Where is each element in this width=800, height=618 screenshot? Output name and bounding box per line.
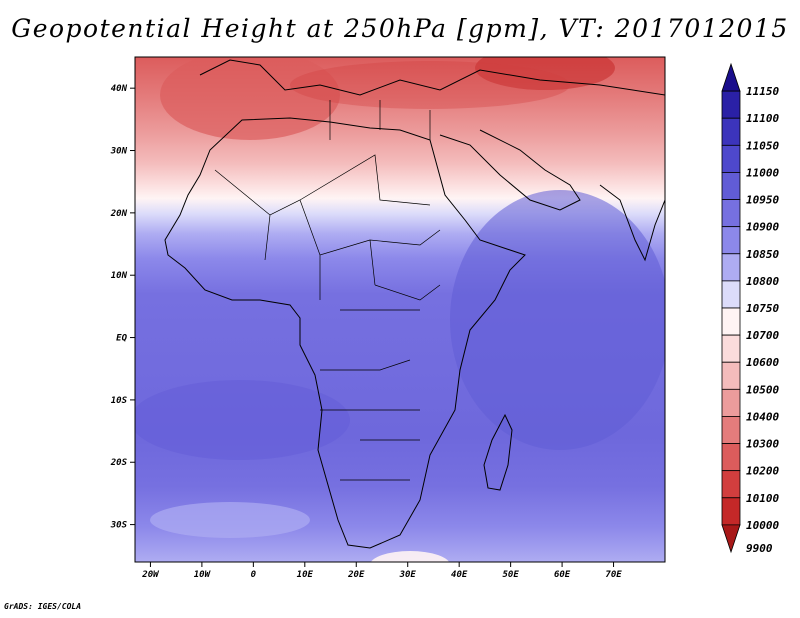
lon-tick-label: 20W bbox=[141, 570, 160, 580]
colorbar-label: 9900 bbox=[746, 542, 773, 555]
lon-tick-label: 50E bbox=[502, 570, 519, 580]
lon-tick-label: 10W bbox=[194, 570, 212, 580]
europe-coastline bbox=[199, 59, 665, 96]
colorbar-swatch bbox=[721, 144, 741, 173]
colorbar-label: 10800 bbox=[746, 275, 779, 288]
lon-tick-label: 70E bbox=[605, 570, 622, 580]
lat-tick-label: 20N bbox=[110, 209, 128, 219]
grads-credit: GrADS: IGES/COLA bbox=[4, 602, 82, 611]
lon-tick-label: 40E bbox=[451, 570, 468, 580]
colorbar-swatch bbox=[721, 388, 741, 417]
colorbar-swatch bbox=[721, 443, 741, 472]
map-title: Geopotential Height at 250hPa [gpm], VT:… bbox=[11, 14, 789, 43]
country-borders bbox=[214, 100, 441, 481]
colorbar-swatch bbox=[721, 524, 741, 554]
plot-frame bbox=[134, 56, 666, 563]
colorbar-swatch bbox=[721, 280, 741, 309]
colorbar-swatch bbox=[721, 226, 741, 255]
colorbar-swatch bbox=[721, 334, 741, 363]
lon-tick-label: 0 bbox=[251, 570, 257, 580]
colorbar-label: 11150 bbox=[746, 85, 779, 98]
colorbar: 11150 11100 11050 11000 10950 10900 10850 10800… bbox=[721, 62, 779, 555]
colorbar-label: 10750 bbox=[746, 302, 779, 315]
lon-tick-label: 30E bbox=[399, 570, 417, 580]
colorbar-label: 10700 bbox=[746, 329, 779, 342]
colorbar-swatch bbox=[721, 497, 741, 526]
southern-band-west bbox=[150, 502, 310, 538]
latitude-axis: 40N 30N 20N 10N EQ 10S 20S 30S bbox=[110, 84, 135, 531]
lat-tick-label: 10S bbox=[111, 396, 128, 406]
lon-tick-label: 60E bbox=[554, 570, 571, 580]
colorbar-label: 10300 bbox=[746, 438, 779, 451]
lon-tick-label: 20E bbox=[347, 570, 365, 580]
colorbar-label: 10200 bbox=[746, 465, 779, 478]
colorbar-label: 10950 bbox=[746, 194, 779, 207]
madagascar-coastline bbox=[483, 413, 513, 491]
low-band-north bbox=[290, 61, 570, 109]
colorbar-label: 11100 bbox=[746, 112, 779, 125]
height-field bbox=[135, 57, 665, 562]
colorbar-swatch bbox=[721, 307, 741, 336]
lat-tick-label: 30N bbox=[110, 147, 128, 157]
low-region-east bbox=[475, 57, 615, 90]
longitude-axis: 20W 10W 0 10E 20E 30E 40E 50E 60E 70E bbox=[141, 562, 622, 580]
lat-tick-label: EQ bbox=[116, 334, 127, 344]
lat-tick-label: 20S bbox=[110, 458, 128, 468]
coastlines bbox=[164, 59, 665, 549]
colorbar-label: 10400 bbox=[746, 410, 779, 423]
colorbar-label: 10850 bbox=[746, 248, 779, 261]
colorbar-swatch bbox=[721, 172, 741, 200]
colorbar-label: 11000 bbox=[746, 166, 779, 179]
colorbar-label: 10900 bbox=[746, 221, 779, 234]
arabia-coastline bbox=[439, 129, 581, 211]
high-region-atlantic bbox=[135, 380, 350, 460]
africa-coastline bbox=[164, 117, 526, 549]
colorbar-swatch bbox=[721, 62, 741, 92]
colorbar-swatch bbox=[721, 253, 741, 282]
low-region-west bbox=[160, 57, 340, 140]
colorbar-swatch bbox=[721, 90, 741, 119]
colorbar-label: 10000 bbox=[746, 519, 779, 532]
lat-tick-label: 40N bbox=[111, 84, 128, 94]
colorbar-label: 11050 bbox=[746, 139, 779, 152]
colorbar-swatch bbox=[721, 416, 741, 444]
colorbar-label: 10500 bbox=[746, 383, 779, 396]
colorbar-label: 10100 bbox=[746, 492, 779, 505]
lat-tick-label: 10N bbox=[111, 271, 128, 281]
colorbar-swatch bbox=[721, 470, 741, 499]
southern-trough bbox=[370, 551, 450, 562]
colorbar-swatch bbox=[721, 117, 741, 146]
colorbar-swatch bbox=[721, 199, 741, 228]
colorbar-swatch bbox=[721, 361, 741, 390]
lon-tick-label: 10E bbox=[297, 570, 314, 580]
colorbar-label: 10600 bbox=[746, 356, 779, 369]
lat-tick-label: 30S bbox=[110, 521, 128, 531]
high-region-indian-ocean bbox=[450, 190, 665, 450]
india-coastline bbox=[599, 184, 665, 262]
